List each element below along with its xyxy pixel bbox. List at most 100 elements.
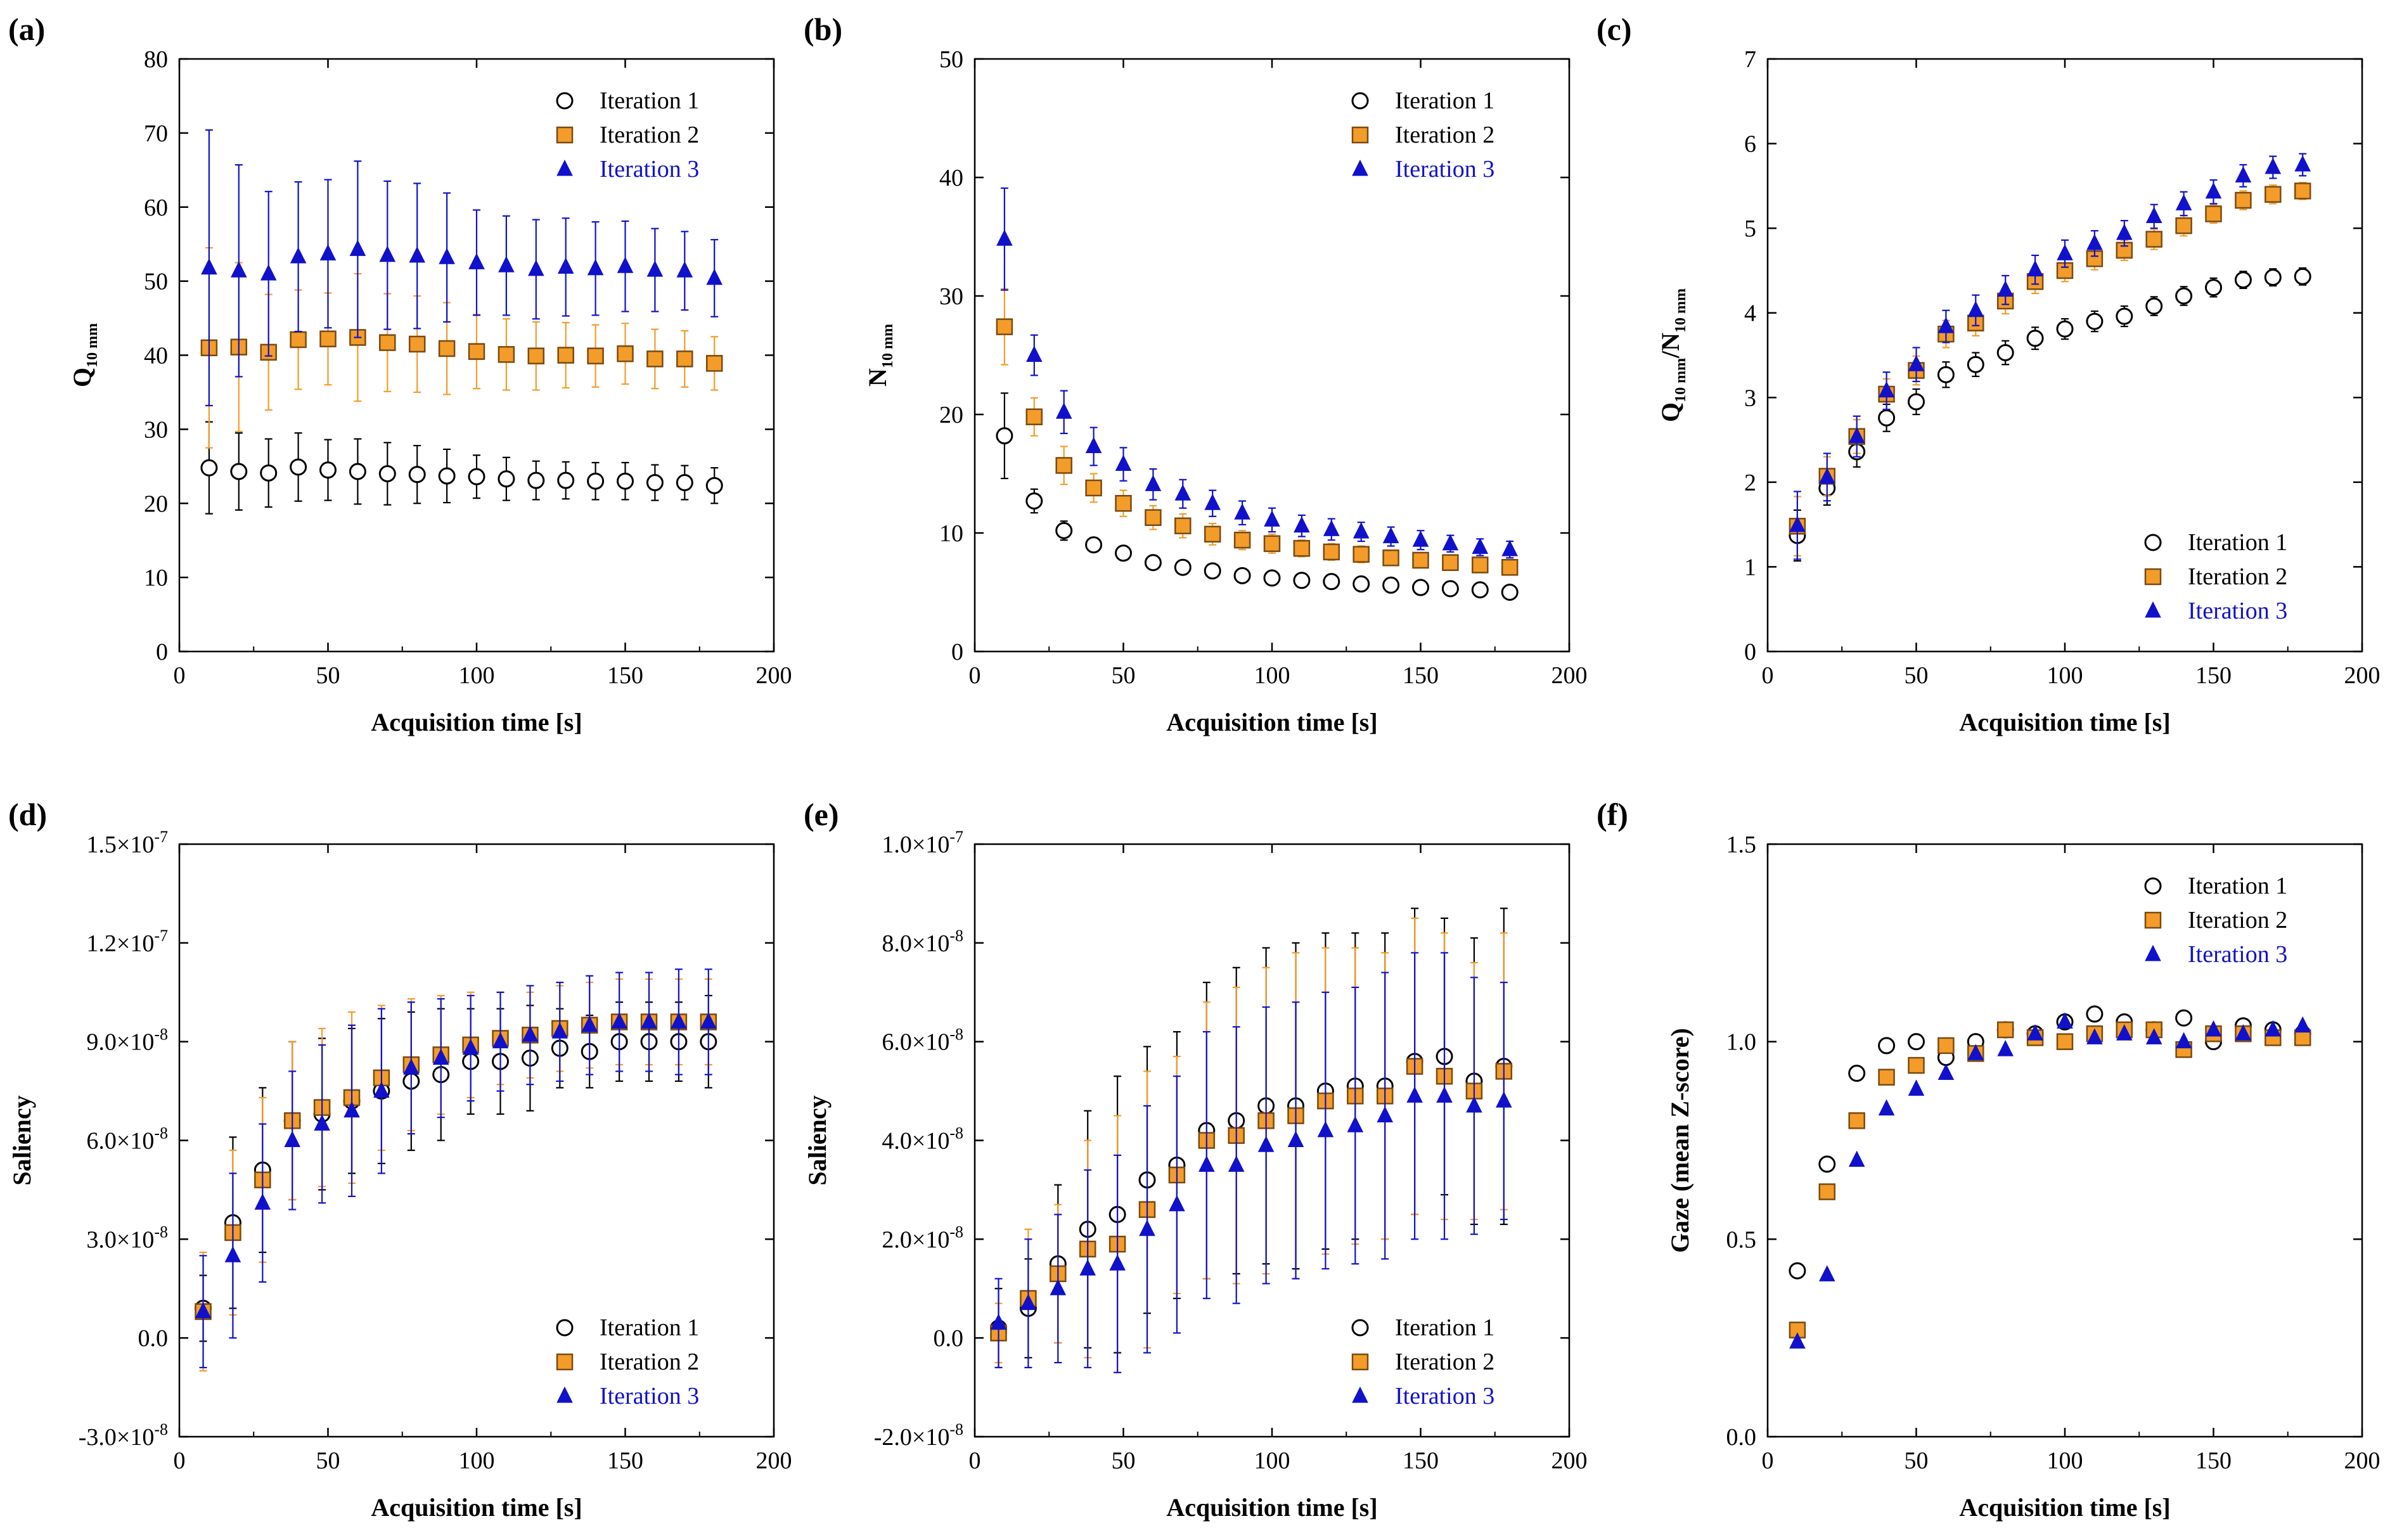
legend-entry: Iteration 1 bbox=[2144, 873, 2287, 899]
data-point bbox=[611, 1012, 627, 1029]
x-axis-label: Acquisition time [s] bbox=[371, 708, 582, 736]
data-point bbox=[1818, 467, 1835, 484]
data-point bbox=[284, 1131, 301, 1147]
data-point bbox=[462, 1038, 479, 1055]
x-tick-label: 0 bbox=[969, 662, 981, 689]
data-point bbox=[290, 331, 307, 349]
data-point bbox=[705, 477, 723, 494]
data-point bbox=[1412, 530, 1429, 547]
data-point bbox=[1234, 503, 1250, 520]
y-tick-base: 6.0×10 bbox=[86, 1128, 154, 1155]
series-iteration-2 bbox=[1789, 1021, 2311, 1338]
data-point bbox=[468, 468, 485, 485]
data-point bbox=[319, 244, 337, 260]
y-tick-exponent: -7 bbox=[154, 828, 168, 846]
panel-label: (e) bbox=[804, 797, 839, 832]
data-point bbox=[319, 461, 337, 479]
data-point bbox=[2057, 1012, 2073, 1029]
series-iteration-3 bbox=[195, 968, 717, 1369]
data-point bbox=[349, 463, 366, 480]
data-point bbox=[1466, 1096, 1482, 1113]
y-axis-label: Q10 mm/N10 mm bbox=[1656, 288, 1689, 422]
y-tick-exponent: -8 bbox=[154, 1222, 168, 1241]
data-point bbox=[617, 472, 634, 490]
data-point bbox=[224, 1246, 241, 1262]
panel-c: (c) 0 50 100 150 200 0 1 2 3 4 5 6 7 Acquisition time … bbox=[1597, 11, 2380, 736]
data-point bbox=[1050, 1279, 1067, 1295]
y-tick-label: 80 bbox=[144, 46, 168, 73]
series-iteration-2 bbox=[996, 288, 1519, 576]
y-tick-base: 8.0×10 bbox=[882, 930, 949, 957]
legend-entry: Iteration 1 bbox=[556, 1314, 699, 1341]
legend-marker bbox=[556, 1319, 574, 1337]
y-tick-base: 9.0×10 bbox=[86, 1029, 154, 1056]
data-point bbox=[617, 345, 634, 363]
data-point bbox=[2265, 157, 2282, 174]
data-point bbox=[1442, 534, 1459, 551]
y-tick-base: 0.0 bbox=[934, 1325, 964, 1352]
y-tick-label: 1.2×10-7 bbox=[86, 927, 168, 957]
data-point bbox=[260, 264, 277, 281]
data-point bbox=[1263, 535, 1281, 553]
data-point bbox=[2175, 1032, 2192, 1049]
data-point bbox=[1471, 581, 1489, 599]
data-point bbox=[1937, 1037, 1955, 1055]
y-tick-label: 4 bbox=[1744, 300, 1756, 327]
data-point bbox=[403, 1058, 420, 1075]
data-point bbox=[1818, 1183, 1836, 1200]
data-point bbox=[1115, 495, 1132, 512]
data-point bbox=[1848, 1065, 1866, 1082]
y-tick-base: 3.0×10 bbox=[86, 1226, 154, 1253]
y-axis-label-main: Saliency bbox=[803, 1095, 832, 1185]
data-point bbox=[1382, 549, 1399, 567]
legend-label: Iteration 2 bbox=[2188, 907, 2287, 934]
data-point bbox=[290, 458, 307, 476]
data-point bbox=[200, 459, 218, 477]
y-axis-label-main: Q bbox=[68, 368, 96, 387]
y-axis-label-subscript: 10 mm bbox=[84, 323, 101, 368]
legend-label: Iteration 2 bbox=[2188, 563, 2287, 590]
data-point bbox=[641, 1012, 657, 1029]
data-point bbox=[1352, 575, 1370, 593]
x-tick-label: 100 bbox=[1254, 1447, 1290, 1474]
legend-label: Iteration 1 bbox=[600, 87, 699, 114]
x-tick-label: 0 bbox=[174, 662, 186, 689]
y-axis-label: Gaze (mean Z-score) bbox=[1666, 1028, 1694, 1253]
y-tick-base: 6.0×10 bbox=[882, 1029, 949, 1056]
data-point bbox=[201, 258, 217, 275]
data-point bbox=[1848, 1150, 1865, 1167]
series-iteration-3 bbox=[1789, 153, 2311, 560]
data-point bbox=[2145, 207, 2162, 223]
x-axis-label: Acquisition time [s] bbox=[371, 1493, 582, 1522]
data-point bbox=[409, 246, 426, 263]
data-point bbox=[1878, 1068, 1895, 1086]
data-point bbox=[1818, 1265, 1835, 1281]
y-tick-base: 1.2×10 bbox=[86, 930, 154, 957]
data-point bbox=[1908, 1056, 1925, 1074]
series-iteration-3 bbox=[990, 952, 1512, 1373]
legend-label: Iteration 2 bbox=[1395, 122, 1494, 148]
data-point bbox=[1085, 437, 1102, 453]
y-tick-label: 1.5 bbox=[1726, 831, 1757, 858]
y-tick-label: 0.0 bbox=[934, 1325, 964, 1352]
data-point bbox=[1293, 540, 1311, 557]
data-point bbox=[432, 1048, 449, 1065]
panel-b: (b) 0 50 100 150 200 0 10 20 30 40 50 Acquisition ti… bbox=[804, 11, 1588, 736]
legend-label: Iteration 3 bbox=[600, 1383, 699, 1409]
data-point bbox=[1472, 556, 1489, 574]
y-tick-label: 1.5×10-7 bbox=[86, 828, 168, 858]
panel-label: (b) bbox=[804, 11, 842, 47]
data-point bbox=[498, 470, 515, 488]
y-tick-label: 0.0 bbox=[1726, 1424, 1757, 1451]
data-point bbox=[522, 1025, 539, 1042]
x-tick-label: 50 bbox=[316, 1447, 340, 1474]
data-point bbox=[408, 335, 426, 353]
x-tick-label: 200 bbox=[1552, 1447, 1588, 1474]
panel-label: (a) bbox=[8, 11, 45, 47]
data-point bbox=[617, 257, 634, 273]
data-point bbox=[646, 474, 664, 492]
legend-entry: Iteration 1 bbox=[556, 87, 699, 114]
legend-marker bbox=[1352, 1386, 1368, 1403]
x-tick-label: 50 bbox=[1905, 1447, 1929, 1474]
